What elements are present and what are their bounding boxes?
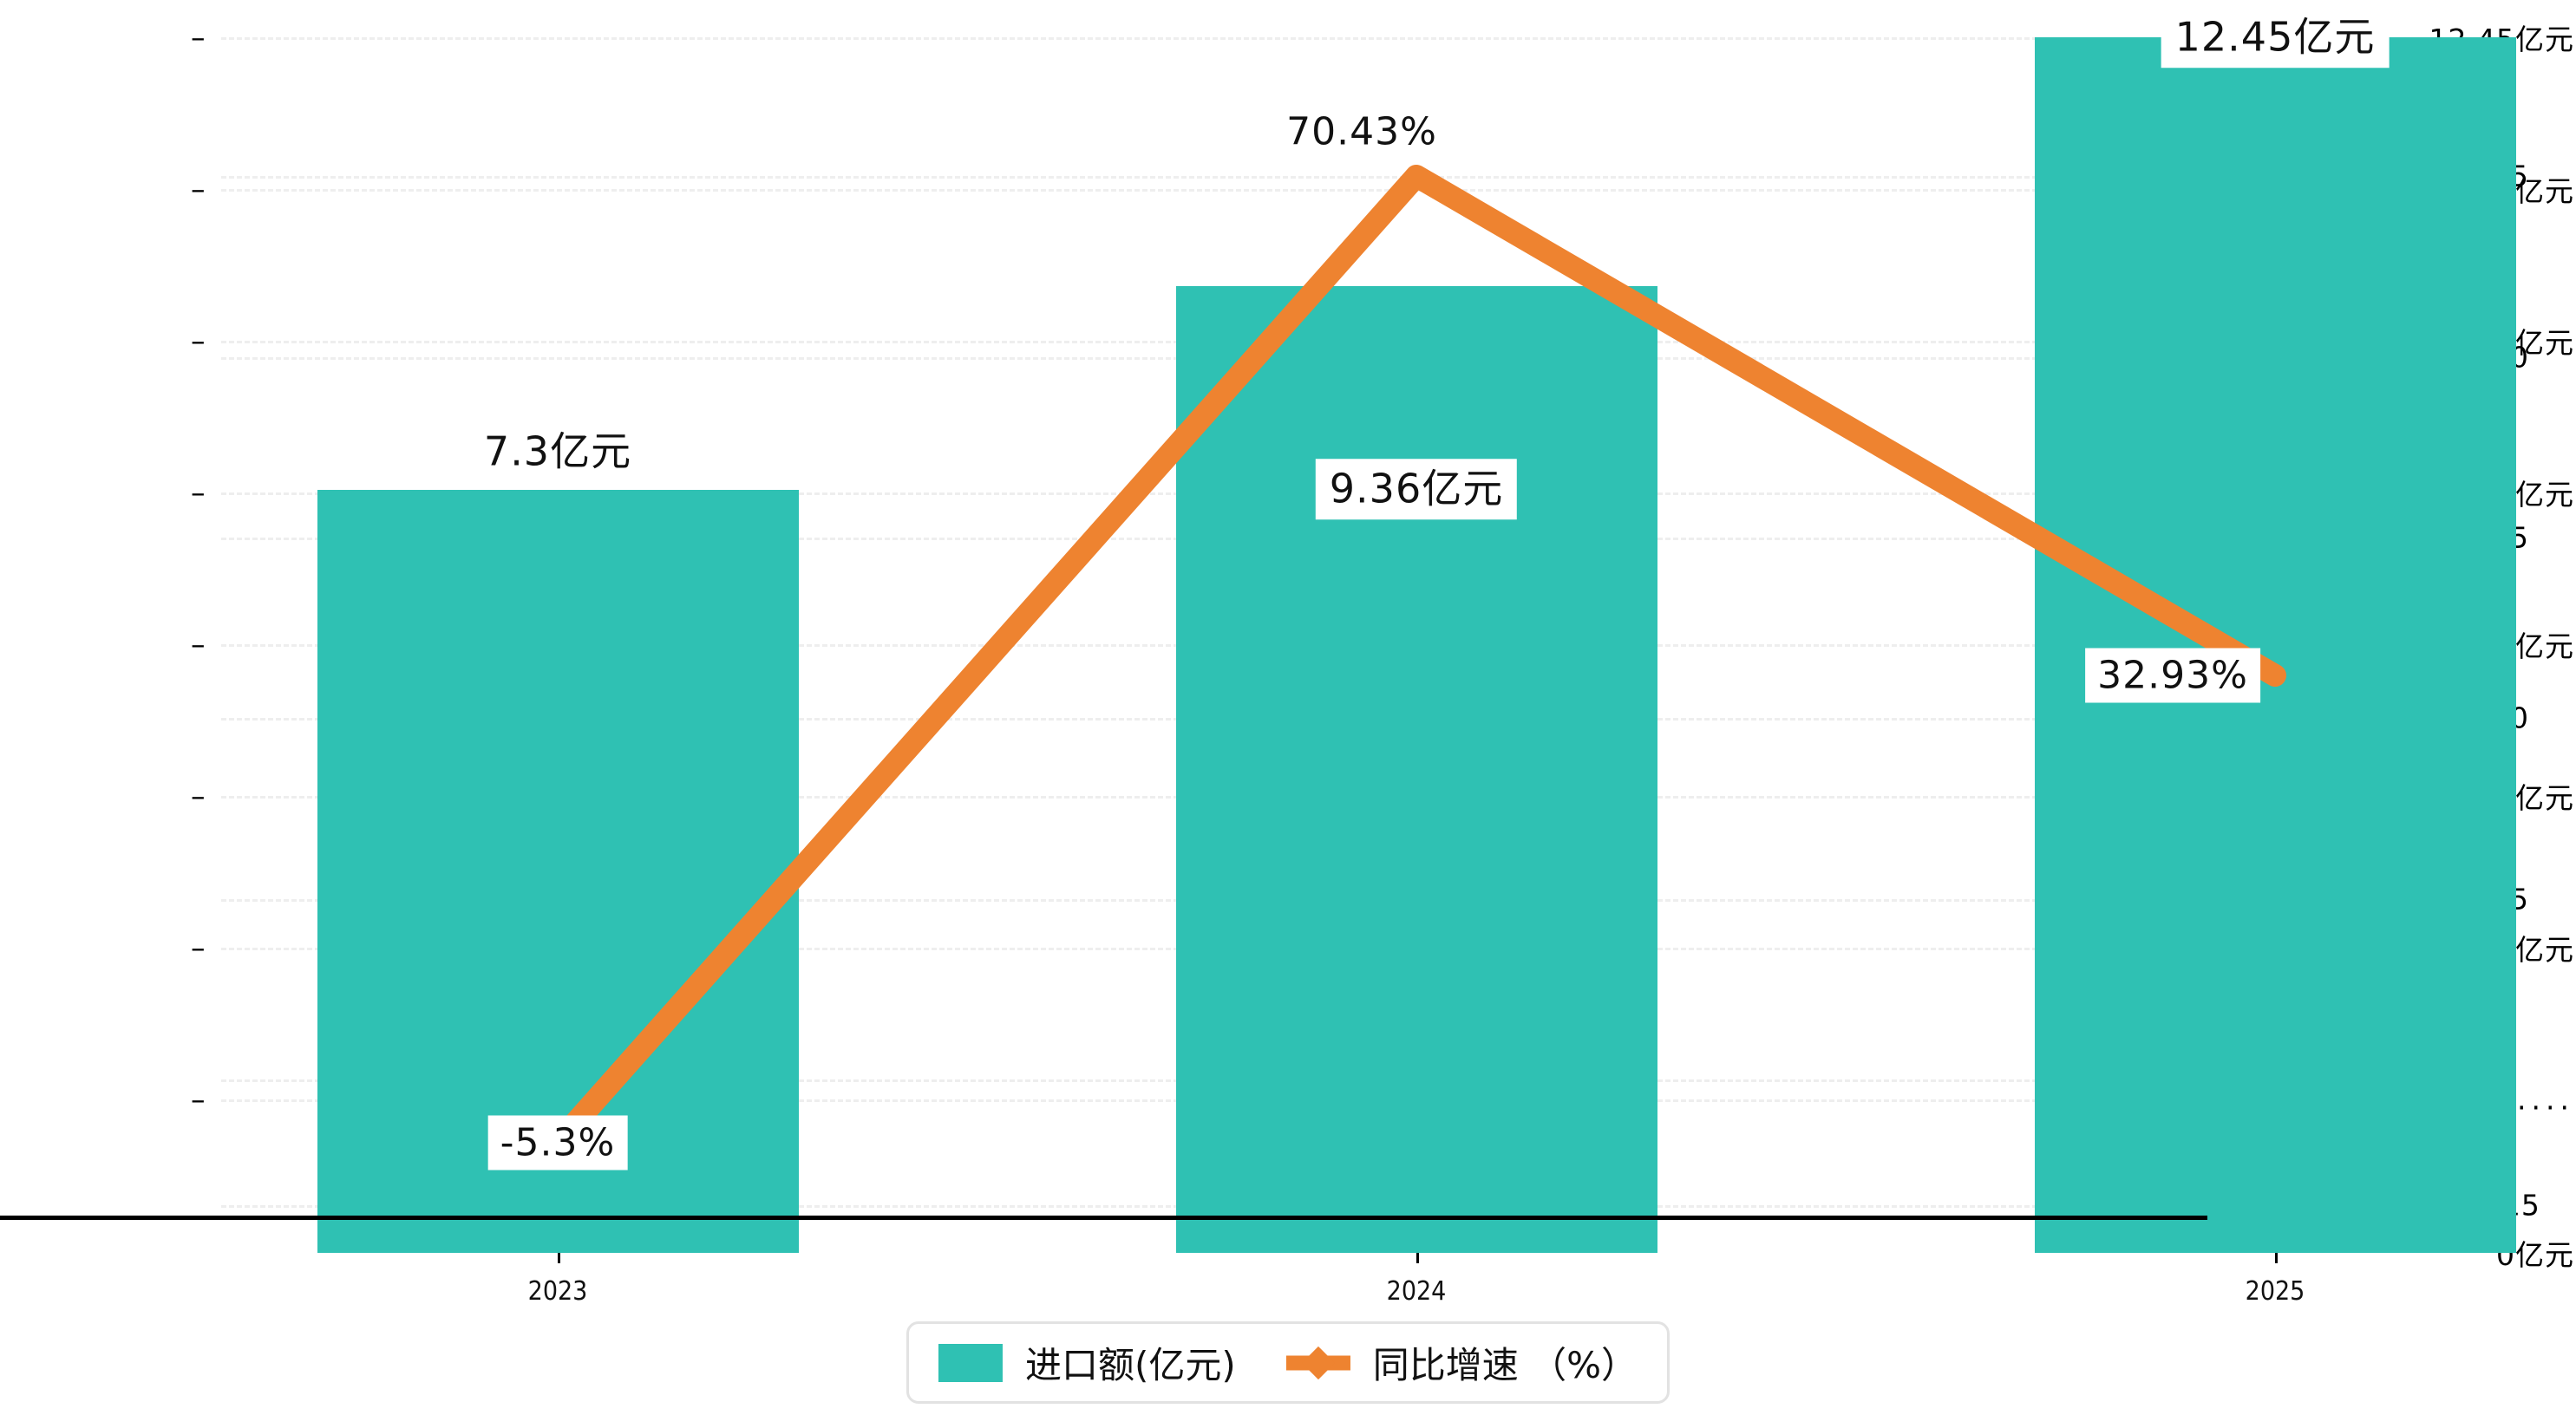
x-tick-mark xyxy=(2275,1253,2278,1263)
legend-line-marker-icon xyxy=(1285,1344,1350,1382)
left-y-tick-mark: – xyxy=(191,20,206,55)
left-y-tick-mark: – xyxy=(191,930,206,965)
x-tick-mark xyxy=(1416,1253,1419,1263)
plot-area xyxy=(221,37,2516,1263)
gridline xyxy=(221,37,2420,40)
x-tick-mark xyxy=(558,1253,560,1263)
bar-label-2023: 7.3亿元 xyxy=(469,421,646,482)
x-tick-label-2025: 2025 xyxy=(2245,1276,2305,1307)
legend-item-growth-rate[interactable]: 同比增速 （%） xyxy=(1285,1336,1638,1389)
legend-bar-swatch-icon xyxy=(938,1343,1003,1382)
bar-label-2024: 9.36亿元 xyxy=(1315,459,1518,519)
left-y-tick-mark: – xyxy=(191,779,206,813)
left-y-tick-mark: – xyxy=(191,1082,206,1117)
line-label-2023: -5.3% xyxy=(487,1115,628,1170)
left-y-tick-mark: – xyxy=(191,475,206,510)
line-path xyxy=(546,165,2286,1154)
bar-label-2025: 12.45亿元 xyxy=(2161,7,2390,68)
x-axis-baseline xyxy=(0,1216,2207,1220)
legend-item-import-amount[interactable]: 进口额(亿元) xyxy=(938,1336,1236,1389)
left-y-tick-mark: – xyxy=(191,627,206,662)
x-tick-label-2023: 2023 xyxy=(527,1276,588,1307)
left-y-tick-mark: – xyxy=(191,172,206,206)
left-y-tick-mark: – xyxy=(191,323,206,358)
x-tick-label-2024: 2024 xyxy=(1386,1276,1447,1307)
gridline xyxy=(221,189,2420,192)
growth-rate-line xyxy=(546,165,2286,1154)
gridline xyxy=(221,176,2420,179)
bar-2024[interactable] xyxy=(1176,286,1657,1253)
legend-label-import-amount: 进口额(亿元) xyxy=(1024,1344,1236,1386)
chart-legend: 进口额(亿元) 同比增速 （%） xyxy=(906,1321,1670,1404)
line-label-2024: 70.43% xyxy=(1274,104,1449,160)
bar-2025[interactable] xyxy=(2035,37,2516,1253)
line-label-2025: 32.93% xyxy=(2085,648,2260,703)
legend-label-growth-rate: 同比增速 （%） xyxy=(1372,1344,1638,1386)
